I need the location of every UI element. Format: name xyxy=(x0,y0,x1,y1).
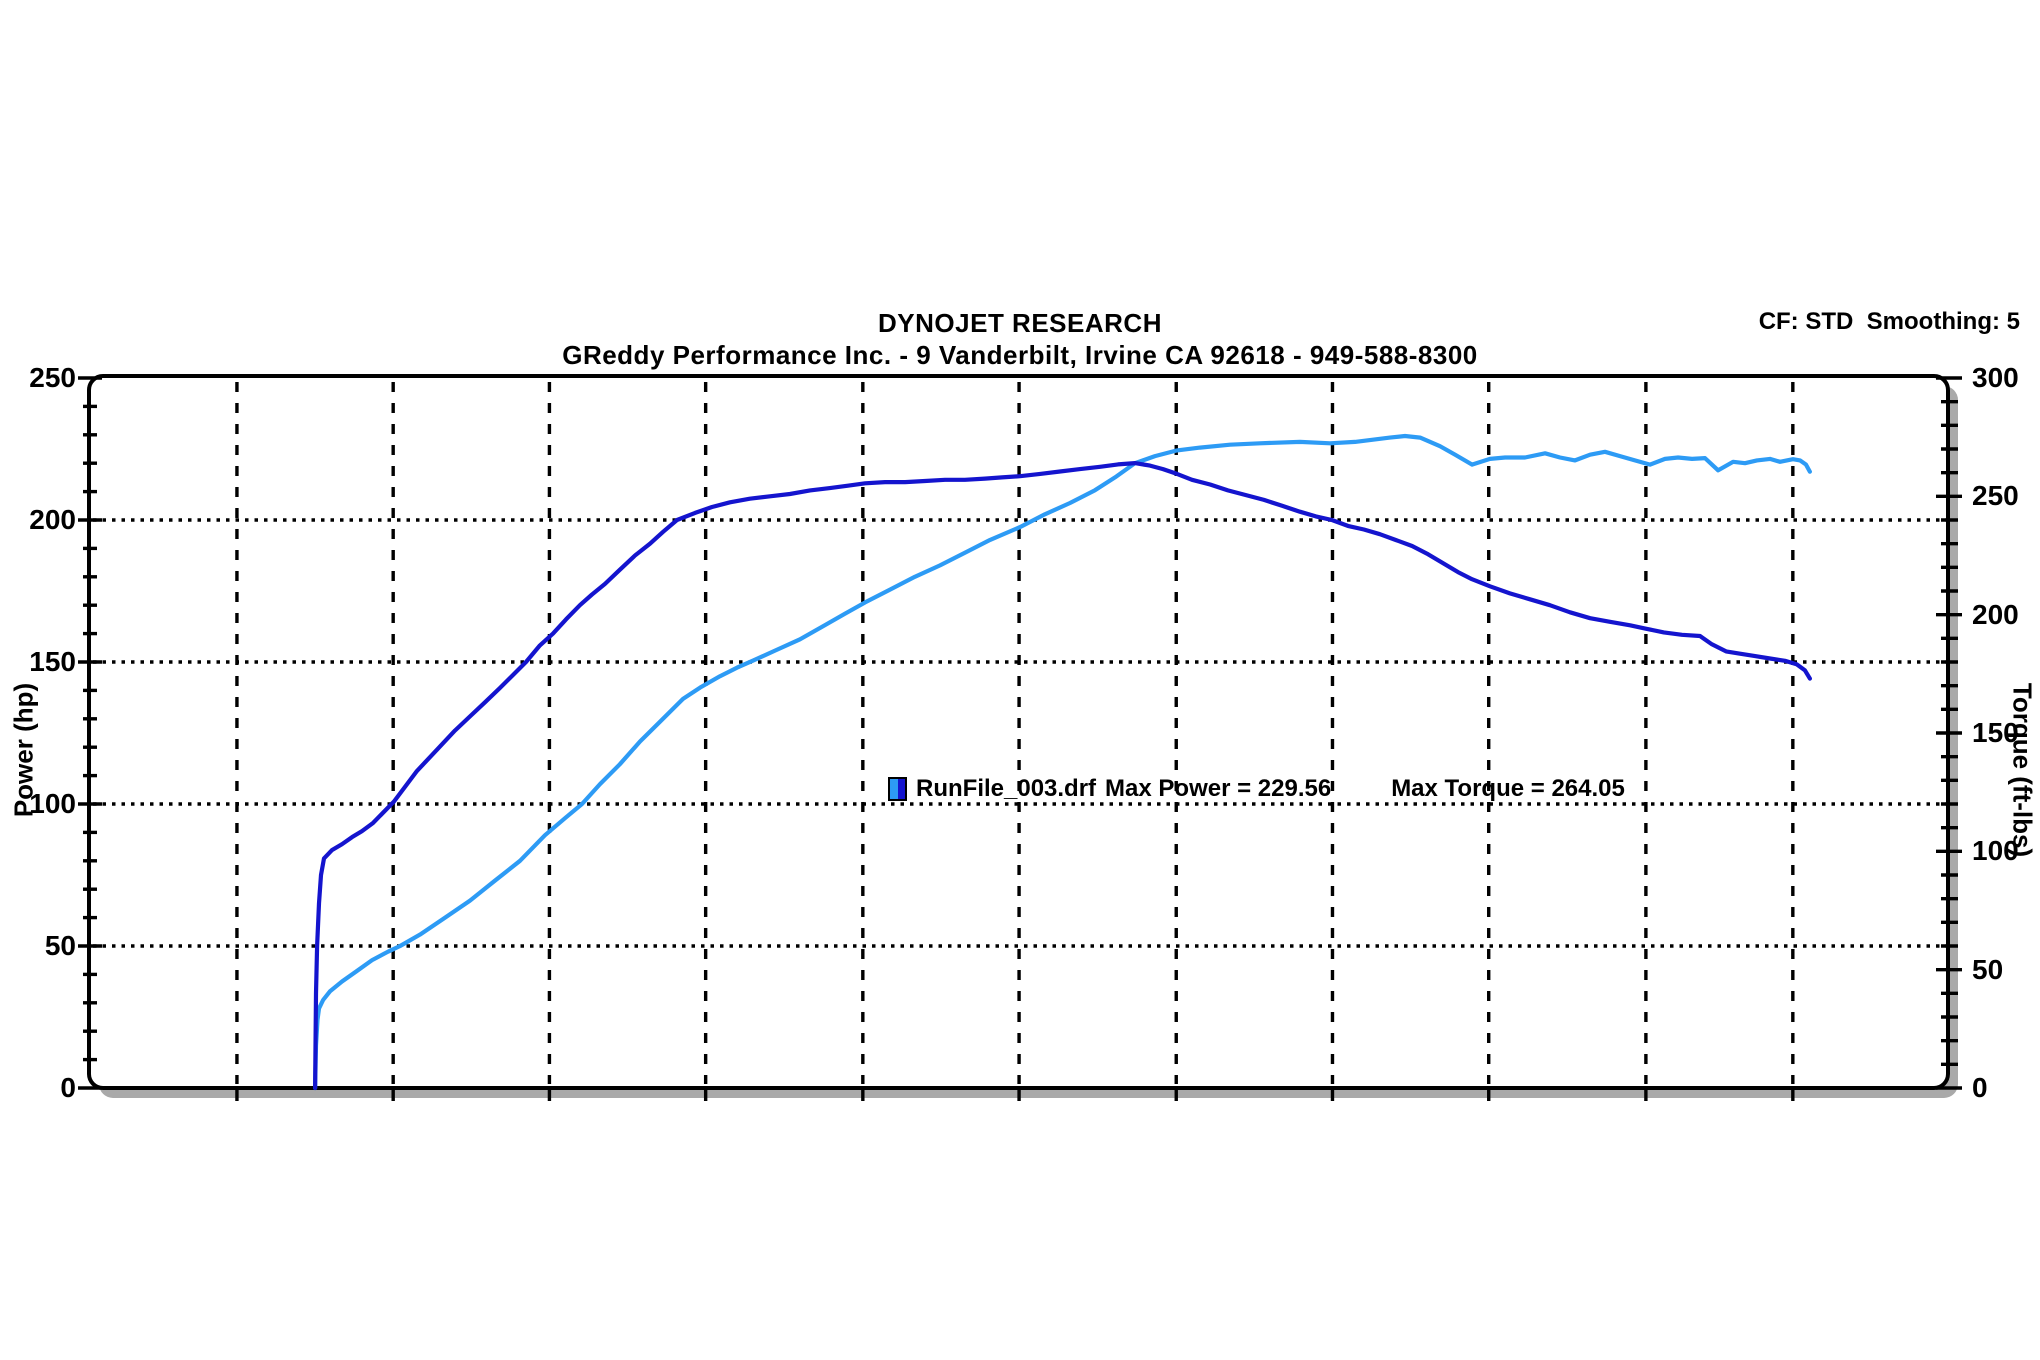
max-power-value: Max Power = 229.56 xyxy=(1105,775,1332,802)
power-tick-label: 50 xyxy=(44,930,76,961)
torque-tick-label: 0 xyxy=(1972,1072,1988,1103)
max-torque-value: Max Torque = 264.05 xyxy=(1391,775,1625,802)
correction-smoothing-text: CF: STD Smoothing: 5 xyxy=(1758,308,2020,335)
plot-frame xyxy=(87,374,1950,1090)
torque-tick-label: 200 xyxy=(1972,598,2019,630)
runfile-legend-icon xyxy=(888,777,907,801)
power-axis-title: Power (hp) xyxy=(8,682,39,818)
torque-axis-title: Torque (ft-lbs) xyxy=(2007,682,2038,858)
torque-tick-label: 100 xyxy=(1972,835,2019,867)
power-tick-label: 100 xyxy=(29,788,76,819)
torque-tick-label: 150 xyxy=(1972,717,2019,748)
power-tick-label: 250 xyxy=(29,362,76,393)
runfile-name: RunFile_003.drf xyxy=(916,775,1097,802)
power-tick-label: 150 xyxy=(29,646,76,677)
chart-title: DYNOJET RESEARCH xyxy=(878,308,1162,338)
power-tick-label: 0 xyxy=(60,1072,76,1103)
run-legend: RunFile_003.drf Max Power = 229.56 Max T… xyxy=(888,777,1625,801)
torque-tick-label: 300 xyxy=(1972,362,2019,393)
torque-tick-label: 50 xyxy=(1972,953,2004,985)
torque-tick-label: 250 xyxy=(1972,480,2019,512)
chart-subtitle: GReddy Performance Inc. - 9 Vanderbilt, … xyxy=(562,340,1478,370)
power-tick-label: 200 xyxy=(29,504,76,535)
